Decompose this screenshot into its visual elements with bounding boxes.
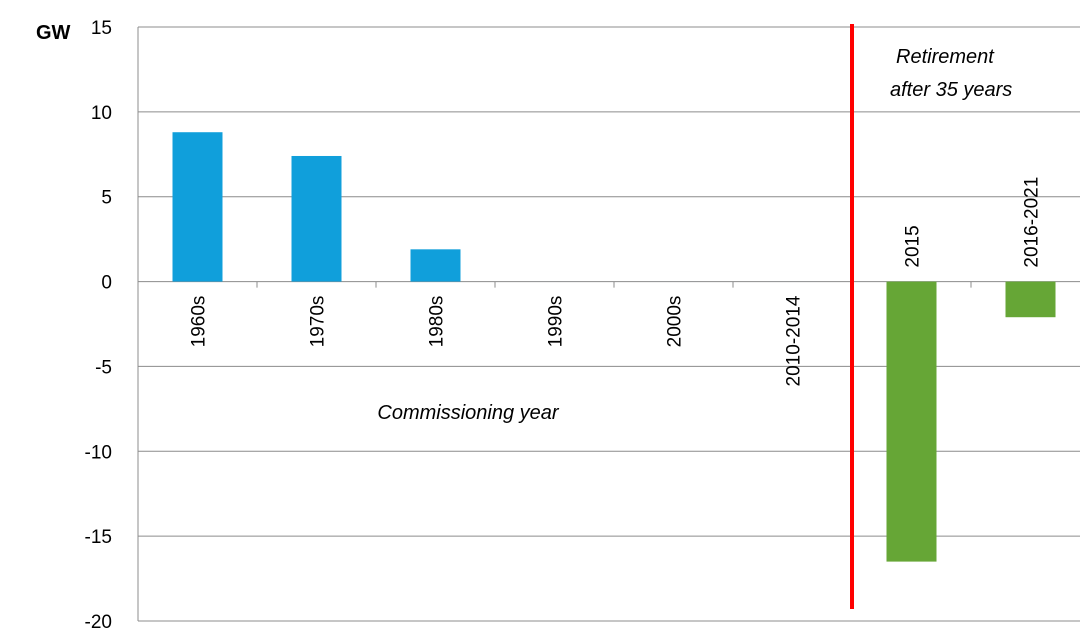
y-tick-label: -10 — [85, 442, 112, 463]
y-tick-label: 5 — [101, 188, 112, 209]
y-tick-labels: 15 10 5 0 -5 -10 -15 -20 — [85, 18, 112, 630]
x-tick-label: 2015 — [903, 225, 924, 267]
y-tick-label: 0 — [101, 273, 112, 294]
bars — [172, 132, 1056, 562]
bar-1970s — [291, 155, 342, 282]
retirement-annotation-line2: after 35 years — [890, 79, 1012, 101]
y-tick-label: -20 — [85, 612, 112, 630]
bar-1960s — [172, 132, 223, 282]
gridlines — [138, 26, 1080, 622]
axes — [137, 27, 972, 621]
bar-2015 — [886, 281, 937, 562]
x-tick-label: 1970s — [308, 296, 329, 348]
x-tick-label: 2000s — [665, 296, 686, 348]
x-tick-labels: 1960s 1970s 1980s 1990s 2000s 2010-2014 2015 20… — [189, 177, 1043, 387]
x-tick-label: 1960s — [189, 296, 210, 348]
y-axis-unit-label: GW — [36, 22, 71, 44]
y-tick-label: 15 — [91, 18, 112, 39]
x-tick-label: 2016-2021 — [1022, 177, 1043, 268]
x-tick-label: 2010-2014 — [784, 295, 805, 386]
retirement-annotation-line1: Retirement — [896, 46, 995, 68]
bar-2016-2021 — [1005, 281, 1056, 318]
y-tick-label: -5 — [95, 357, 112, 378]
y-tick-label: 10 — [91, 103, 112, 124]
x-tick-label: 1980s — [427, 296, 448, 348]
commissioning-year-annotation: Commissioning year — [377, 402, 560, 424]
y-tick-label: -15 — [85, 527, 112, 548]
bar-1980s — [410, 249, 461, 282]
x-tick-label: 1990s — [546, 296, 567, 348]
